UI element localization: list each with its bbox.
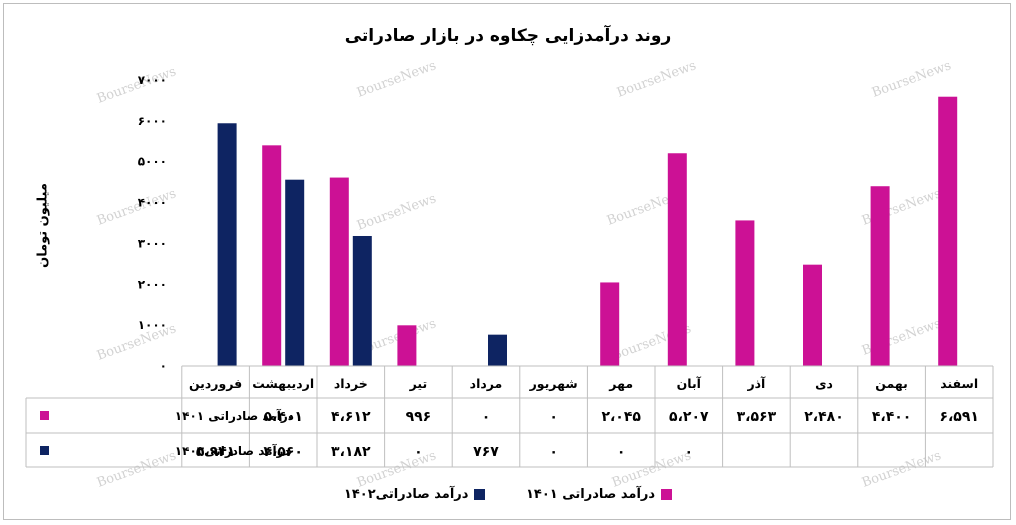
y-tick-label: ۵۰۰۰ bbox=[138, 155, 167, 169]
category-label: آذر bbox=[746, 376, 766, 391]
bar-1401-10 bbox=[262, 145, 282, 366]
category-label: فروردین bbox=[189, 376, 242, 391]
bar-1401-1 bbox=[870, 186, 890, 366]
legend-swatch-1402 bbox=[474, 489, 486, 500]
data-label-1402: ۰ bbox=[617, 444, 626, 460]
data-label-1401: ۴،۶۱۲ bbox=[331, 409, 371, 425]
data-label-1401: ۹۹۶ bbox=[406, 409, 432, 425]
row-swatch-1402 bbox=[40, 446, 49, 455]
chart-frame bbox=[3, 3, 1011, 520]
bar-1402-10 bbox=[285, 179, 305, 366]
bar-1401-0 bbox=[938, 96, 958, 366]
legend-swatch-1401 bbox=[661, 489, 673, 500]
data-label-1402: ۵،۹۴۱ bbox=[196, 444, 236, 460]
category-label: دی bbox=[815, 376, 833, 391]
data-label-1401: ۶،۵۹۱ bbox=[939, 409, 979, 425]
row-header-1402: درآمد صادراتی۱۴۰۲ bbox=[175, 443, 290, 458]
legend-label-1402: درآمد صادراتی۱۴۰۲ bbox=[343, 487, 469, 502]
y-tick-label: ۰ bbox=[160, 359, 167, 373]
bar-1402-7 bbox=[488, 334, 507, 366]
category-label: آبان bbox=[677, 376, 702, 391]
data-label-1402: ۳،۱۸۲ bbox=[331, 444, 371, 460]
data-label-1402: ۷۶۷ bbox=[473, 444, 499, 460]
y-tick-label: ۱۰۰۰ bbox=[138, 318, 167, 332]
category-label: مهر bbox=[608, 376, 633, 391]
bar-1401-4 bbox=[667, 153, 687, 366]
y-tick-label: ۷۰۰۰ bbox=[138, 73, 167, 87]
y-tick-label: ۶۰۰۰ bbox=[138, 114, 167, 128]
category-label: مرداد bbox=[470, 376, 503, 391]
y-tick-label: ۴۰۰۰ bbox=[138, 196, 167, 210]
data-label-1402: ۰ bbox=[414, 444, 423, 460]
category-label: تیر bbox=[409, 376, 428, 391]
category-label: اردیبهشت bbox=[252, 376, 314, 391]
y-tick-label: ۳۰۰۰ bbox=[138, 236, 167, 250]
data-label-1401: ۰ bbox=[549, 409, 558, 425]
bar-1402-11 bbox=[217, 123, 237, 366]
data-label-1402: ۰ bbox=[685, 444, 694, 460]
data-label-1401: ۰ bbox=[211, 409, 220, 425]
category-label: اسفند bbox=[940, 376, 978, 391]
data-label-1401: ۲،۴۸۰ bbox=[804, 409, 844, 425]
data-label-1401: ۵،۲۰۷ bbox=[669, 409, 709, 425]
legend-label-1401: درآمد صادراتی ۱۴۰۱ bbox=[526, 487, 656, 502]
row-header-1401: درآمد صادراتی ۱۴۰۱ bbox=[175, 408, 294, 423]
data-label-1401: ۲،۰۴۵ bbox=[601, 409, 641, 425]
bar-1401-5 bbox=[600, 282, 620, 366]
data-label-1402: ۴،۵۶۰ bbox=[263, 444, 303, 460]
bar-1401-2 bbox=[803, 264, 822, 366]
legend-item-1401: درآمد صادراتی ۱۴۰۱ bbox=[526, 487, 673, 502]
legend: درآمد صادراتی ۱۴۰۱ درآمد صادراتی۱۴۰۲ bbox=[0, 487, 1016, 502]
chart-title: روند درآمدزایی چکاوه در بازار صادراتی bbox=[344, 26, 672, 46]
bar-1402-9 bbox=[352, 235, 372, 366]
data-label-1401: ۳،۵۶۳ bbox=[737, 409, 777, 425]
bar-1401-3 bbox=[735, 220, 755, 366]
data-label-1401: ۰ bbox=[482, 409, 491, 425]
bar-1401-9 bbox=[329, 177, 349, 366]
data-label-1402: ۰ bbox=[549, 444, 558, 460]
data-label-1401: ۴،۴۰۰ bbox=[872, 409, 912, 425]
bar-1401-8 bbox=[397, 325, 417, 366]
category-label: بهمن bbox=[875, 376, 908, 391]
category-label: خرداد bbox=[334, 376, 368, 391]
row-swatch-1401 bbox=[40, 411, 49, 420]
legend-item-1402: درآمد صادراتی۱۴۰۲ bbox=[344, 487, 486, 502]
category-label: شهریور bbox=[529, 376, 578, 391]
y-tick-label: ۲۰۰۰ bbox=[138, 277, 167, 291]
data-label-1401: ۵،۴۰۱ bbox=[263, 409, 303, 425]
